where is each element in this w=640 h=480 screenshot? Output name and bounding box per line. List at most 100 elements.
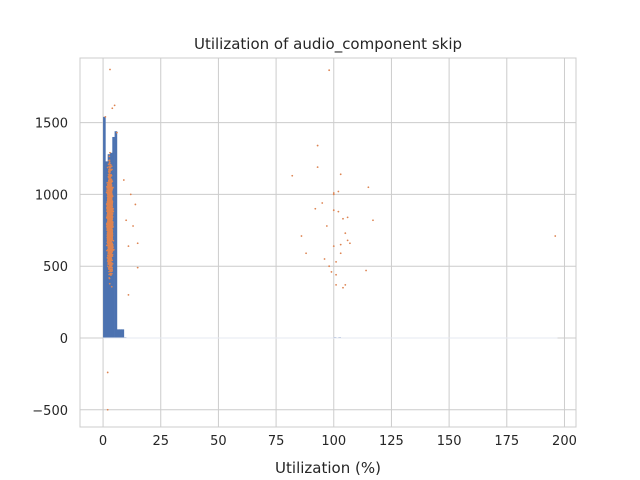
x-tick-label: 100 [321, 434, 346, 449]
scatter-point [109, 269, 112, 272]
scatter-point [365, 269, 367, 272]
scatter-point [111, 247, 114, 249]
scatter-point [107, 202, 110, 204]
y-tick-label: 0 [60, 332, 68, 347]
scatter-point [110, 224, 113, 227]
scatter-point [316, 166, 319, 169]
scatter-point [335, 260, 337, 263]
scatter-point [107, 193, 110, 196]
scatter-point [339, 173, 342, 176]
scatter-point [127, 294, 130, 296]
scatter-point [305, 252, 307, 255]
scatter-point [108, 237, 111, 240]
histogram-bar [119, 329, 122, 338]
scatter-point [109, 265, 112, 268]
scatter-point [106, 256, 109, 259]
scatter-point [108, 155, 111, 158]
scatter-point [109, 176, 111, 179]
scatter-point [132, 225, 134, 227]
scatter-point [328, 265, 331, 268]
scatter-point [111, 186, 114, 189]
y-tick-label: 1500 [35, 117, 68, 132]
histogram-bar [116, 329, 120, 338]
scatter-point [109, 230, 112, 233]
x-tick-label: 75 [268, 434, 285, 449]
histogram-bar [112, 136, 115, 338]
scatter-point [110, 191, 113, 194]
histogram-bars [103, 116, 558, 339]
scatter-point [108, 228, 111, 231]
scatter-point [108, 213, 111, 215]
scatter-point [346, 216, 349, 219]
scatter-point [106, 227, 109, 230]
scatter-point [108, 181, 110, 184]
x-axis-ticks: 0 25 50 75 100 125 150 175 200 [99, 434, 577, 449]
scatter-point [106, 183, 109, 186]
x-tick-label: 125 [379, 434, 404, 449]
histogram-bar [103, 116, 106, 338]
x-tick-label: 150 [437, 434, 462, 449]
scatter-point [323, 258, 326, 260]
scatter-point [109, 220, 112, 223]
scatter-point [104, 115, 107, 118]
scatter-point [108, 178, 111, 181]
scatter-point [106, 260, 109, 262]
scatter-point [106, 185, 108, 188]
scatter-point [107, 243, 110, 245]
scatter-point [109, 151, 111, 154]
scatter-point [110, 272, 113, 275]
scatter-point [554, 235, 557, 237]
scatter-point [316, 144, 319, 147]
scatter-point [325, 225, 328, 227]
scatter-point [344, 232, 347, 235]
scatter-point [314, 207, 317, 210]
scatter-point [107, 254, 109, 256]
plot-area-frame [79, 57, 577, 428]
scatter-point [108, 161, 111, 164]
scatter-point [108, 186, 111, 189]
scatter-point [110, 215, 113, 218]
scatter-point [109, 240, 112, 243]
scatter-point [339, 243, 342, 246]
y-tick-label: 500 [43, 260, 68, 275]
x-tick-label: 50 [210, 434, 227, 449]
scatter-point [339, 252, 342, 255]
x-axis-title: Utilization (%) [275, 459, 381, 477]
scatter-point [106, 239, 109, 242]
scatter-point [108, 208, 110, 211]
scatter-point [108, 183, 111, 186]
scatter-point [109, 68, 111, 71]
scatter-point [108, 194, 111, 196]
scatter-point [349, 242, 351, 245]
chart-title: Utilization of audio_component skip [194, 35, 462, 54]
scatter-point [110, 165, 113, 168]
grid [80, 58, 576, 427]
scatter-point [136, 266, 139, 269]
scatter-point [332, 245, 335, 247]
x-tick-label: 0 [99, 434, 107, 449]
scatter-point [108, 159, 110, 162]
scatter-point [108, 166, 111, 169]
scatter-point [346, 239, 349, 242]
scatter-point [111, 253, 114, 256]
scatter-point [332, 209, 335, 212]
scatter-point [106, 371, 109, 374]
scatter-point [107, 188, 110, 191]
scatter-point [337, 190, 340, 193]
scatter-point [110, 226, 113, 228]
scatter-point [107, 196, 110, 198]
scatter-point [109, 244, 112, 247]
scatter-point [108, 171, 111, 174]
scatter-point [116, 131, 118, 134]
scatter-point [110, 193, 113, 196]
scatter-point [109, 181, 112, 184]
scatter-point [107, 236, 109, 239]
scatter-point [300, 235, 303, 237]
scatter-point [110, 169, 113, 171]
scatter-point [107, 203, 110, 206]
x-tick-label: 175 [494, 434, 519, 449]
scatter-point [110, 263, 113, 266]
scatter-point [111, 107, 114, 110]
scatter-point [122, 179, 125, 181]
